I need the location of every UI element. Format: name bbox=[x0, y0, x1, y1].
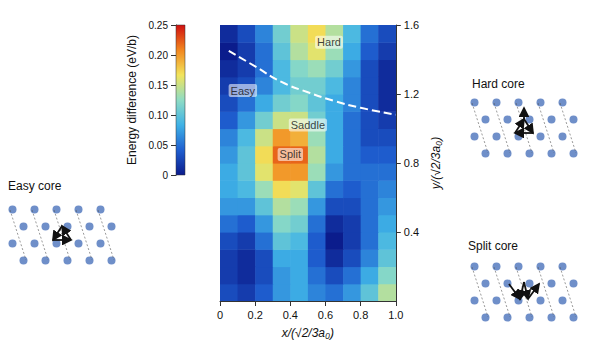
svg-text:0.4: 0.4 bbox=[404, 226, 419, 238]
svg-text:0: 0 bbox=[162, 170, 168, 181]
svg-text:Hard core: Hard core bbox=[472, 77, 525, 91]
svg-text:1.2: 1.2 bbox=[404, 88, 419, 100]
svg-text:Easy: Easy bbox=[231, 85, 256, 97]
svg-text:1.0: 1.0 bbox=[388, 309, 403, 321]
svg-text:0.15: 0.15 bbox=[149, 80, 169, 91]
svg-text:0.8: 0.8 bbox=[353, 309, 368, 321]
svg-text:0.10: 0.10 bbox=[149, 110, 169, 121]
svg-text:Hard: Hard bbox=[317, 36, 341, 48]
svg-text:0.4: 0.4 bbox=[283, 309, 298, 321]
svg-text:Split: Split bbox=[280, 148, 301, 160]
svg-text:x/(√2/3a₀): x/(√2/3a₀) bbox=[281, 326, 334, 340]
svg-text:0.8: 0.8 bbox=[404, 157, 419, 169]
svg-text:1.6: 1.6 bbox=[404, 19, 419, 31]
svg-text:0: 0 bbox=[217, 309, 223, 321]
svg-text:0.05: 0.05 bbox=[149, 140, 169, 151]
svg-text:Saddle: Saddle bbox=[291, 119, 325, 131]
svg-text:y/(√2/3a₀): y/(√2/3a₀) bbox=[429, 137, 443, 190]
svg-text:Easy core: Easy core bbox=[8, 179, 62, 193]
svg-text:0.20: 0.20 bbox=[149, 50, 169, 61]
svg-text:0.25: 0.25 bbox=[149, 20, 169, 31]
svg-text:0.2: 0.2 bbox=[248, 309, 263, 321]
svg-text:Energy difference (eV/b): Energy difference (eV/b) bbox=[125, 35, 139, 165]
svg-text:Split core: Split core bbox=[468, 239, 518, 253]
svg-text:0.6: 0.6 bbox=[318, 309, 333, 321]
